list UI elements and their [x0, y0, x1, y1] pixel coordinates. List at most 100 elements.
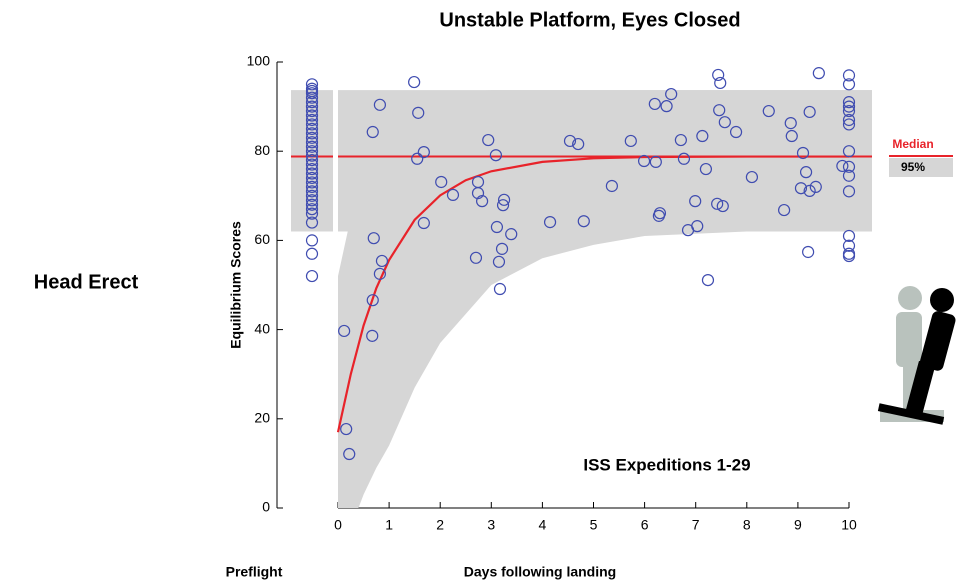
data-point: [691, 220, 704, 233]
data-point: [366, 125, 379, 139]
y-tick-label: 60: [254, 231, 270, 247]
data-point: [417, 145, 430, 159]
data-point: [340, 422, 353, 436]
preflight-point: [305, 118, 319, 131]
data-point: [842, 96, 856, 109]
data-point: [563, 134, 577, 148]
x-tick-label: 7: [692, 517, 700, 533]
y-tick-label: 40: [254, 320, 270, 336]
y-tick-label: 0: [262, 499, 270, 515]
data-point: [778, 203, 791, 217]
data-point: [842, 69, 856, 82]
x-tick-label: 10: [841, 517, 857, 533]
data-point: [842, 145, 856, 158]
data-point: [796, 146, 810, 160]
data-point: [842, 239, 856, 252]
data-point: [716, 199, 729, 213]
data-point: [373, 98, 387, 111]
data-point: [665, 88, 678, 101]
preflight-point: [305, 269, 319, 283]
preflight-point: [305, 171, 319, 185]
preflight-point: [305, 162, 319, 176]
confidence-envelope: [338, 90, 872, 509]
x-tick-label: 1: [385, 517, 393, 533]
data-point: [674, 133, 687, 147]
data-point: [842, 169, 856, 182]
preflight-point: [305, 104, 319, 118]
data-point: [543, 216, 557, 229]
data-point: [842, 249, 856, 263]
data-point: [653, 207, 667, 220]
data-point: [714, 76, 727, 90]
preflight-point: [305, 167, 319, 180]
x-tick-label: 9: [794, 517, 802, 533]
data-point: [469, 251, 483, 264]
y-tick-label: 20: [254, 410, 270, 426]
data-point: [794, 182, 808, 195]
preflight-point: [305, 96, 319, 109]
data-point: [812, 67, 825, 80]
data-point: [482, 133, 495, 147]
preflight-point: [305, 131, 319, 144]
x-tick-label: 0: [334, 517, 342, 533]
data-point: [677, 152, 691, 165]
data-point: [505, 228, 518, 241]
data-point: [718, 116, 731, 129]
preflight-point: [305, 149, 319, 162]
x-tick-label: 3: [487, 517, 495, 533]
preflight-point: [305, 189, 319, 202]
data-point: [785, 129, 798, 143]
preflight-point: [305, 127, 319, 140]
x-axis-label: Days following landing: [464, 564, 616, 580]
preflight-point: [305, 140, 319, 153]
preflight-point: [305, 113, 319, 127]
data-point: [435, 175, 448, 189]
data-point: [699, 162, 713, 176]
data-point: [842, 118, 856, 131]
data-point: [648, 97, 661, 111]
data-point: [338, 324, 351, 338]
legend-median: Median: [892, 137, 933, 151]
preflight-point: [305, 136, 319, 149]
preflight-point: [305, 154, 319, 167]
data-point: [729, 125, 743, 139]
data-point: [577, 215, 590, 228]
legend-range-swatch: [889, 158, 953, 177]
data-point: [408, 75, 421, 89]
data-point: [411, 152, 424, 165]
preflight-point: [305, 122, 319, 135]
data-point: [367, 232, 380, 245]
preflight-point: [305, 216, 319, 229]
y-tick-label: 80: [254, 142, 270, 158]
fit-curve: [336, 155, 849, 433]
data-point: [803, 184, 816, 197]
y-axis-label: Equilibrium Scores: [228, 221, 244, 349]
y-tick-label: 100: [247, 53, 271, 69]
x-tick-label: 2: [436, 517, 444, 533]
posture-icon: [877, 286, 956, 425]
data-point: [373, 267, 387, 280]
data-point: [842, 185, 856, 198]
data-point: [366, 329, 379, 342]
data-point: [802, 245, 815, 259]
preflight-point: [305, 158, 319, 171]
data-point: [493, 282, 507, 296]
data-point: [496, 199, 510, 212]
data-point: [605, 179, 618, 193]
preflight-point: [305, 100, 319, 113]
data-point: [842, 113, 856, 127]
data-point: [624, 134, 637, 148]
data-point: [660, 100, 673, 113]
data-point: [713, 104, 726, 117]
x-tick-label: 4: [539, 517, 547, 533]
data-point: [492, 255, 506, 268]
data-point: [489, 149, 502, 162]
data-point: [842, 78, 856, 91]
preflight-label: Preflight: [226, 564, 283, 580]
data-point: [412, 106, 425, 119]
preflight-point: [305, 185, 319, 198]
preflight-point: [305, 91, 319, 104]
data-point: [696, 129, 709, 143]
data-point: [711, 197, 724, 210]
preflight-point: [305, 87, 319, 100]
